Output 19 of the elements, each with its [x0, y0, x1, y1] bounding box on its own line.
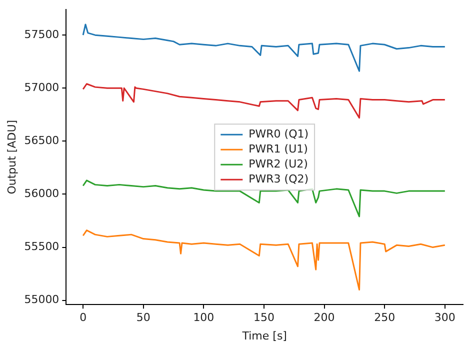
x-tick-label: 50: [136, 311, 150, 324]
x-tick-label: 150: [253, 311, 274, 324]
y-tick-label: 57500: [24, 28, 60, 41]
y-tick-label: 57000: [24, 80, 60, 94]
x-tick-label: 100: [193, 311, 214, 324]
legend-label: PWR3 (Q2): [248, 172, 309, 186]
legend-label: PWR0 (Q1): [248, 127, 309, 140]
legend-label: PWR2 (U2): [248, 157, 308, 170]
y-tick-label: 56500: [24, 134, 60, 148]
x-tick-label: 200: [314, 311, 335, 324]
y-axis-title: Output [ADU]: [5, 120, 18, 194]
x-tick-label: 300: [434, 311, 456, 324]
legend-label: PWR1 (U1): [248, 142, 308, 156]
x-tick-label: 250: [374, 311, 396, 324]
y-tick-label: 55500: [24, 240, 60, 254]
y-tick-label: 56000: [24, 187, 60, 200]
x-axis-title: Time [s]: [241, 329, 287, 342]
y-tick-label: 55000: [24, 293, 60, 306]
x-tick-label: 0: [80, 311, 87, 324]
